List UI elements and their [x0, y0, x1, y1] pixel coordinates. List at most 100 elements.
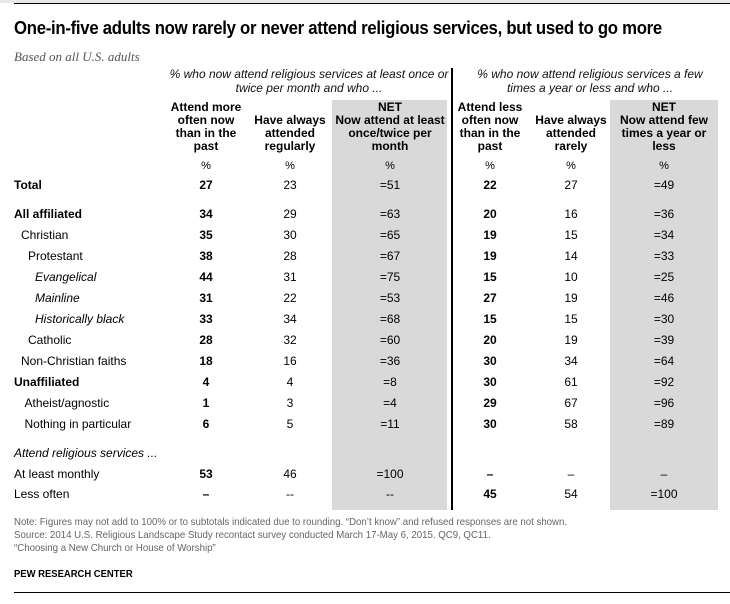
cell-value: 34	[283, 312, 297, 326]
column-header-line: rarely	[554, 139, 588, 153]
cell-value: =65	[379, 228, 401, 242]
cell-value: 34	[199, 207, 213, 221]
unit-label: %	[285, 160, 295, 172]
cell-value: =60	[379, 333, 401, 347]
cell-value: 46	[283, 467, 297, 481]
cell-value: 19	[564, 333, 578, 347]
cell-value: 15	[564, 312, 578, 326]
column-header-line: times a year or	[621, 126, 707, 140]
cell-value: 27	[483, 291, 497, 305]
column-header-line: month	[371, 139, 409, 153]
cell-value: =4	[383, 396, 397, 410]
cell-value: =64	[653, 354, 675, 368]
group-header-right: % who now attend religious services a fe…	[477, 67, 703, 95]
cell-value: =100	[650, 487, 678, 501]
cell-value: 14	[564, 249, 578, 263]
cell-value: 53	[199, 467, 213, 481]
cell-value: –	[567, 467, 575, 481]
cell-value: =25	[653, 270, 675, 284]
report-title-line: “Choosing a New Church or House of Worsh…	[14, 542, 216, 554]
cell-value: =63	[379, 207, 401, 221]
row-label: Total	[14, 178, 42, 192]
row-label: Unaffiliated	[14, 375, 80, 389]
table-row: Atheist/agnostic 1 3 =4 29 67 =96	[0, 396, 730, 416]
cell-value: --	[386, 487, 394, 501]
cell-value: 29	[283, 207, 297, 221]
cell-value: 15	[564, 228, 578, 242]
cell-value: 33	[199, 312, 213, 326]
group-divider	[451, 68, 453, 510]
table-row: Protestant 38 28 =67 19 14 =33	[0, 249, 730, 269]
column-header-line: attended	[264, 126, 315, 140]
table-row: Nothing in particular 6 5 =11 30 58 =89	[0, 417, 730, 437]
cell-value: 27	[199, 178, 213, 192]
column-header-5: Have always attended rarely	[529, 114, 613, 153]
cell-value: --	[286, 487, 294, 501]
row-label: Mainline	[35, 291, 80, 305]
cell-value: =51	[379, 178, 401, 192]
table-row: Catholic 28 32 =60 20 19 =39	[0, 333, 730, 353]
column-header-line: than in the	[175, 126, 237, 140]
cell-value: =34	[653, 228, 675, 242]
cell-value: 31	[283, 270, 297, 284]
cell-value: 32	[283, 333, 297, 347]
cell-value: =36	[379, 354, 401, 368]
cell-value: 28	[283, 249, 297, 263]
column-header-6: NET Now attend few times a year or less	[610, 101, 718, 153]
cell-value: –	[486, 467, 494, 481]
table-row: Christian 35 30 =65 19 15 =34	[0, 228, 730, 248]
cell-value: 45	[483, 487, 497, 501]
subtitle: Based on all U.S. adults	[14, 49, 140, 64]
table-row: Attend religious services ...	[0, 446, 730, 466]
cell-value: =46	[653, 291, 675, 305]
cell-value: –	[660, 467, 668, 481]
row-label: Christian	[21, 228, 69, 242]
page-title: One-in-five adults now rarely or never a…	[14, 18, 662, 38]
column-header-2: Have always attended regularly	[248, 114, 332, 153]
cell-value: –	[202, 487, 210, 501]
column-header-line: Attend less	[457, 100, 523, 114]
cell-value: 18	[199, 354, 213, 368]
cell-value: 54	[564, 487, 578, 501]
row-label: Less often	[14, 487, 70, 501]
cell-value: 30	[483, 417, 497, 431]
column-header-line: Now attend at least	[335, 113, 445, 127]
cell-value: =68	[379, 312, 401, 326]
row-label: All affiliated	[14, 207, 83, 221]
cell-value: 20	[483, 333, 497, 347]
column-header-line: once/twice per	[348, 126, 432, 140]
cell-value: 38	[199, 249, 213, 263]
cell-value: =75	[379, 270, 401, 284]
column-header-line: past	[477, 139, 503, 153]
column-header-line: past	[193, 139, 219, 153]
source-line: Source: 2014 U.S. Religious Landscape St…	[14, 529, 491, 541]
column-header-line: less	[652, 139, 676, 153]
column-header-line: Have always	[254, 113, 326, 127]
table-row: Unaffiliated 4 4 =8 30 61 =92	[0, 375, 730, 395]
row-label: Catholic	[28, 333, 72, 347]
column-header-4: Attend less often now than in the past	[448, 101, 532, 153]
row-label: At least monthly	[14, 467, 100, 481]
cell-value: =96	[653, 396, 675, 410]
cell-value: 31	[199, 291, 213, 305]
cell-value: =30	[653, 312, 675, 326]
cell-value: 34	[564, 354, 578, 368]
column-header-line: than in the	[459, 126, 521, 140]
cell-value: 1	[202, 396, 210, 410]
column-header-line: regularly	[264, 139, 316, 153]
cell-value: 22	[283, 291, 297, 305]
row-label: Non-Christian faiths	[21, 354, 127, 368]
unit-label: %	[485, 160, 495, 172]
cell-value: 20	[483, 207, 497, 221]
cell-value: =53	[379, 291, 401, 305]
cell-value: 22	[483, 178, 497, 192]
column-header-line: attended	[545, 126, 596, 140]
cell-value: 4	[286, 375, 294, 389]
column-header-line: Attend more	[170, 100, 242, 114]
cell-value: 16	[283, 354, 297, 368]
cell-value: 30	[483, 354, 497, 368]
cell-value: 29	[483, 396, 497, 410]
row-label: Nothing in particular	[24, 417, 132, 431]
bottom-rule	[14, 592, 730, 593]
row-label: Evangelical	[35, 270, 97, 284]
